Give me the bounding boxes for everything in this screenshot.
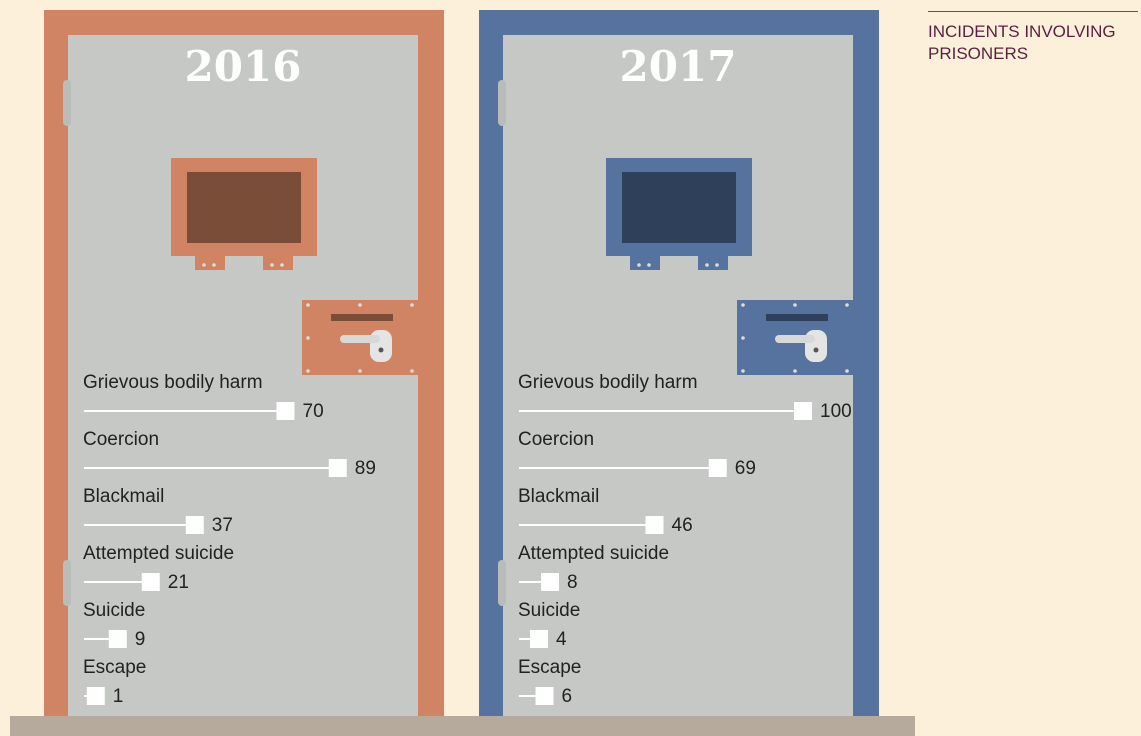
- value-label: 89: [355, 458, 376, 479]
- slot: [766, 314, 828, 321]
- rivet: [270, 263, 274, 267]
- handle-bar: [775, 335, 815, 343]
- rivet: [212, 263, 216, 267]
- value-label: 100: [820, 401, 852, 422]
- rivet: [358, 303, 362, 307]
- category-label: Attempted suicide: [518, 543, 669, 564]
- floor: [10, 716, 915, 736]
- category-label: Attempted suicide: [83, 543, 234, 564]
- rivet: [793, 303, 797, 307]
- hinge: [498, 80, 506, 126]
- door: [68, 35, 418, 716]
- category-label: Escape: [83, 657, 146, 678]
- rivet: [637, 263, 641, 267]
- category-label: Coercion: [83, 429, 159, 450]
- rivet: [793, 369, 797, 373]
- value-label: 9: [135, 629, 146, 650]
- rivet: [741, 369, 745, 373]
- rivet: [306, 303, 310, 307]
- value-label: 70: [303, 401, 324, 422]
- category-label: Escape: [518, 657, 581, 678]
- bar-marker: [86, 687, 105, 705]
- value-label: 46: [672, 515, 693, 536]
- value-label: 8: [567, 572, 578, 593]
- window: [622, 172, 736, 243]
- category-label: Grievous bodily harm: [83, 372, 263, 393]
- hinge: [63, 80, 71, 126]
- handle: [370, 330, 392, 362]
- rivet: [845, 303, 849, 307]
- value-label: 37: [212, 515, 233, 536]
- door-title: 2017: [620, 42, 737, 91]
- value-label: 6: [562, 686, 573, 707]
- hinge: [498, 560, 506, 606]
- category-label: Blackmail: [518, 486, 599, 507]
- rivet: [202, 263, 206, 267]
- keyhole: [378, 347, 384, 353]
- handle-bar: [340, 335, 380, 343]
- category-label: Coercion: [518, 429, 594, 450]
- category-label: Suicide: [83, 600, 145, 621]
- value-label: 69: [735, 458, 756, 479]
- category-label: Blackmail: [83, 486, 164, 507]
- rivet: [715, 263, 719, 267]
- bar-marker: [141, 573, 160, 591]
- slot: [331, 314, 393, 321]
- keyhole: [813, 347, 819, 353]
- rivet: [410, 303, 414, 307]
- bar-marker: [108, 630, 127, 648]
- bar-marker: [530, 630, 548, 648]
- rivet: [741, 303, 745, 307]
- rivet: [410, 369, 414, 373]
- bar-marker: [276, 402, 295, 420]
- bar-marker: [794, 402, 812, 420]
- bar-marker: [708, 459, 727, 477]
- rivet: [306, 369, 310, 373]
- bar-marker: [535, 687, 554, 705]
- page-title: INCIDENTS INVOLVING PRISONERS: [928, 11, 1138, 65]
- window: [187, 172, 301, 243]
- rivet: [705, 263, 709, 267]
- rivet: [741, 336, 745, 340]
- rivet: [845, 369, 849, 373]
- door-title: 2016: [185, 42, 302, 91]
- category-label: Grievous bodily harm: [518, 372, 698, 393]
- door: [503, 35, 853, 716]
- value-label: 1: [113, 686, 124, 707]
- rivet: [647, 263, 651, 267]
- hinge: [63, 560, 71, 606]
- bar-marker: [645, 516, 664, 534]
- bar-marker: [328, 459, 347, 477]
- value-label: 21: [168, 572, 189, 593]
- handle: [805, 330, 827, 362]
- rivet: [358, 369, 362, 373]
- bar-marker: [185, 516, 204, 534]
- value-label: 4: [556, 629, 567, 650]
- rivet: [280, 263, 284, 267]
- category-label: Suicide: [518, 600, 580, 621]
- rivet: [306, 336, 310, 340]
- bar-marker: [541, 573, 559, 591]
